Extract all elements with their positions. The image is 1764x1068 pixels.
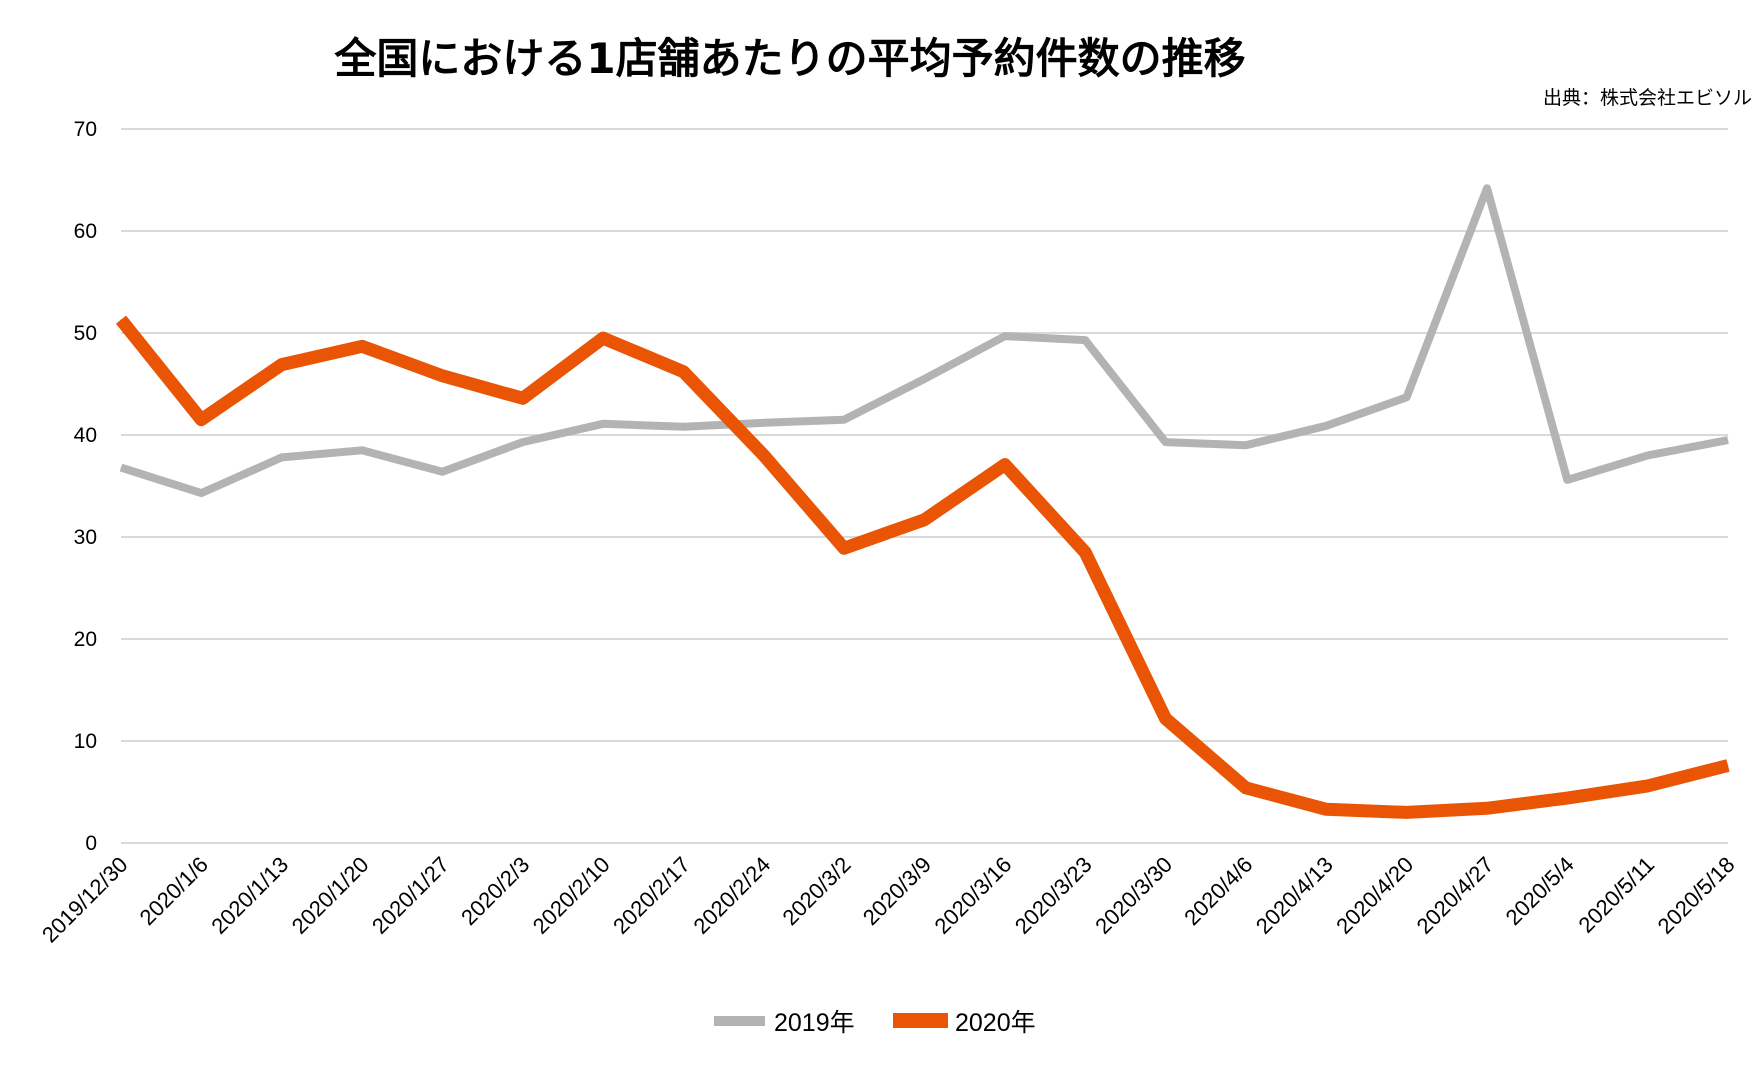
data-point bbox=[1566, 797, 1568, 799]
x-axis-ticks: 2019/12/30 2020/1/62020/1/132020/1/202020… bbox=[37, 852, 1740, 948]
data-point bbox=[1325, 808, 1327, 810]
x-tick-label: 2020/2/24 bbox=[688, 852, 775, 939]
data-point bbox=[120, 319, 122, 321]
x-tick-label: 2020/3/9 bbox=[858, 852, 936, 930]
data-point bbox=[522, 441, 524, 443]
x-tick-label: 2020/4/13 bbox=[1251, 852, 1338, 939]
data-point bbox=[602, 423, 604, 425]
series-line-2020 bbox=[115, 315, 1730, 819]
x-tick-label: 2020/1/6 bbox=[135, 852, 213, 930]
gridlines bbox=[121, 128, 1728, 844]
x-tick-label: 2020/2/17 bbox=[608, 852, 695, 939]
legend-swatch-2019 bbox=[714, 1016, 765, 1026]
data-point bbox=[120, 467, 122, 469]
legend-item-2019[interactable]: 2019年 bbox=[714, 1009, 855, 1037]
data-point bbox=[1486, 807, 1488, 809]
data-point bbox=[843, 547, 845, 549]
data-point bbox=[763, 454, 765, 456]
series-lines bbox=[115, 184, 1730, 819]
data-point bbox=[200, 419, 202, 421]
data-point bbox=[1004, 335, 1006, 337]
data-point bbox=[682, 371, 684, 373]
data-point bbox=[602, 337, 604, 339]
legend-swatch-2020 bbox=[893, 1013, 948, 1028]
data-point bbox=[1727, 764, 1729, 766]
data-point bbox=[1727, 439, 1729, 441]
data-point bbox=[1566, 479, 1568, 481]
y-tick-label: 0 bbox=[85, 832, 97, 855]
y-tick-label: 60 bbox=[74, 220, 97, 243]
data-point bbox=[924, 519, 925, 521]
data-point bbox=[1245, 444, 1247, 446]
x-tick-label: 2020/1/27 bbox=[367, 852, 454, 939]
y-tick-label: 70 bbox=[74, 118, 97, 141]
x-tick-label: 2020/5/18 bbox=[1653, 852, 1740, 939]
y-tick-label: 30 bbox=[74, 526, 97, 549]
chart-title: 全国における1店舗あたりの平均予約件数の推移 bbox=[333, 34, 1245, 83]
data-point bbox=[441, 375, 443, 377]
data-point bbox=[361, 449, 363, 451]
x-tick-label: 2020/4/20 bbox=[1331, 852, 1418, 939]
x-tick-label: 2020/5/11 bbox=[1573, 852, 1659, 938]
data-point bbox=[1325, 425, 1327, 427]
data-point bbox=[924, 378, 925, 380]
legend: 2019年 2020年 bbox=[714, 1009, 1036, 1037]
data-point bbox=[1406, 396, 1408, 398]
x-tick-label: 2020/1/13 bbox=[206, 852, 293, 939]
y-tick-label: 10 bbox=[74, 730, 97, 753]
data-point bbox=[1406, 811, 1408, 813]
y-tick-label: 50 bbox=[74, 322, 97, 345]
data-point bbox=[281, 364, 283, 366]
y-tick-label: 40 bbox=[74, 424, 97, 447]
y-axis-ticks: 0 10 20 30 40 50 60 70 bbox=[74, 118, 97, 855]
data-point bbox=[763, 422, 765, 424]
chart-source: 出典：株式会社エビソル bbox=[1543, 87, 1752, 109]
data-point bbox=[1647, 785, 1649, 787]
y-tick-label: 20 bbox=[74, 628, 97, 651]
data-point bbox=[361, 345, 363, 347]
data-point bbox=[1245, 787, 1247, 789]
data-point bbox=[441, 471, 443, 473]
legend-item-2020[interactable]: 2020年 bbox=[893, 1009, 1036, 1037]
x-tick-label: 2020/2/3 bbox=[456, 852, 534, 930]
x-tick-label: 2020/5/4 bbox=[1501, 852, 1579, 930]
x-tick-label: 2020/3/2 bbox=[777, 852, 855, 930]
legend-label-2020: 2020年 bbox=[955, 1009, 1036, 1037]
data-point bbox=[1165, 441, 1167, 443]
x-tick-label: 2020/4/6 bbox=[1179, 852, 1257, 930]
x-tick-label: 2020/1/20 bbox=[287, 852, 374, 939]
data-point bbox=[1004, 464, 1006, 466]
x-tick-label: 2020/4/27 bbox=[1412, 852, 1499, 939]
data-point bbox=[1084, 551, 1086, 553]
data-point bbox=[1486, 187, 1488, 189]
x-tick-label: 2020/2/10 bbox=[528, 852, 615, 939]
data-point bbox=[281, 456, 283, 458]
x-tick-label: 2019/12/30 bbox=[37, 852, 133, 948]
data-point bbox=[682, 426, 684, 428]
x-tick-label: 2020/3/30 bbox=[1090, 852, 1177, 939]
data-point bbox=[1165, 718, 1167, 720]
data-point bbox=[1647, 454, 1649, 456]
legend-label-2019: 2019年 bbox=[774, 1009, 855, 1037]
data-point bbox=[843, 419, 845, 421]
data-point bbox=[1084, 339, 1086, 341]
data-point bbox=[522, 397, 524, 399]
data-point bbox=[200, 492, 202, 494]
x-tick-label: 2020/3/23 bbox=[1010, 852, 1097, 939]
x-tick-label: 2020/3/16 bbox=[929, 852, 1016, 939]
